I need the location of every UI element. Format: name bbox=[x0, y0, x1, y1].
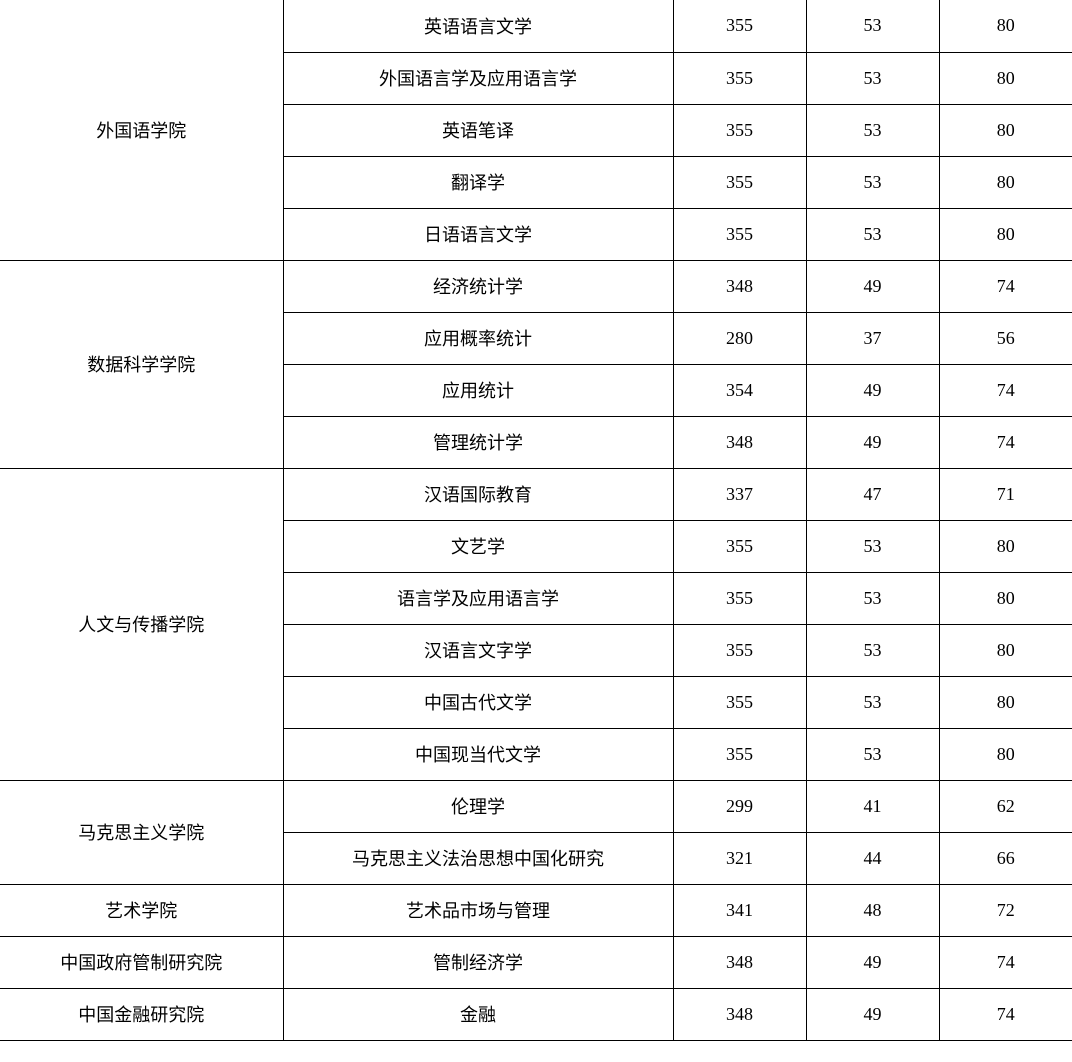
score2-cell: 37 bbox=[806, 312, 939, 364]
score3-cell: 71 bbox=[939, 468, 1072, 520]
score3-cell: 74 bbox=[939, 988, 1072, 1040]
school-cell: 艺术学院 bbox=[0, 884, 283, 936]
score2-cell: 53 bbox=[806, 728, 939, 780]
score1-cell: 355 bbox=[673, 156, 806, 208]
score2-cell: 53 bbox=[806, 52, 939, 104]
score1-cell: 355 bbox=[673, 676, 806, 728]
table-row: 人文与传播学院汉语国际教育3374771 bbox=[0, 468, 1072, 520]
score1-cell: 355 bbox=[673, 624, 806, 676]
major-cell: 伦理学 bbox=[283, 780, 673, 832]
table-row: 数据科学学院经济统计学3484974 bbox=[0, 260, 1072, 312]
score1-cell: 348 bbox=[673, 260, 806, 312]
score2-cell: 53 bbox=[806, 156, 939, 208]
major-cell: 应用概率统计 bbox=[283, 312, 673, 364]
score2-cell: 49 bbox=[806, 416, 939, 468]
school-cell: 马克思主义学院 bbox=[0, 780, 283, 884]
table-row: 中国金融研究院金融3484974 bbox=[0, 988, 1072, 1040]
score3-cell: 80 bbox=[939, 520, 1072, 572]
score2-cell: 53 bbox=[806, 208, 939, 260]
admission-scores-table: 外国语学院英语语言文学3555380外国语言学及应用语言学3555380英语笔译… bbox=[0, 0, 1072, 1041]
major-cell: 文艺学 bbox=[283, 520, 673, 572]
score3-cell: 80 bbox=[939, 572, 1072, 624]
score3-cell: 74 bbox=[939, 416, 1072, 468]
score2-cell: 49 bbox=[806, 364, 939, 416]
score2-cell: 53 bbox=[806, 520, 939, 572]
score3-cell: 56 bbox=[939, 312, 1072, 364]
score3-cell: 74 bbox=[939, 364, 1072, 416]
score3-cell: 80 bbox=[939, 728, 1072, 780]
score3-cell: 80 bbox=[939, 0, 1072, 52]
school-cell: 中国政府管制研究院 bbox=[0, 936, 283, 988]
score1-cell: 355 bbox=[673, 520, 806, 572]
score1-cell: 321 bbox=[673, 832, 806, 884]
score1-cell: 348 bbox=[673, 988, 806, 1040]
score1-cell: 341 bbox=[673, 884, 806, 936]
score1-cell: 355 bbox=[673, 0, 806, 52]
score1-cell: 337 bbox=[673, 468, 806, 520]
score3-cell: 66 bbox=[939, 832, 1072, 884]
score3-cell: 80 bbox=[939, 676, 1072, 728]
major-cell: 管理统计学 bbox=[283, 416, 673, 468]
major-cell: 中国现当代文学 bbox=[283, 728, 673, 780]
score3-cell: 74 bbox=[939, 936, 1072, 988]
major-cell: 马克思主义法治思想中国化研究 bbox=[283, 832, 673, 884]
table-row: 马克思主义学院伦理学2994162 bbox=[0, 780, 1072, 832]
score3-cell: 80 bbox=[939, 624, 1072, 676]
table-row: 中国政府管制研究院管制经济学3484974 bbox=[0, 936, 1072, 988]
score3-cell: 80 bbox=[939, 208, 1072, 260]
score1-cell: 348 bbox=[673, 936, 806, 988]
score3-cell: 80 bbox=[939, 52, 1072, 104]
school-cell: 外国语学院 bbox=[0, 0, 283, 260]
major-cell: 经济统计学 bbox=[283, 260, 673, 312]
table-row: 艺术学院艺术品市场与管理3414872 bbox=[0, 884, 1072, 936]
score2-cell: 53 bbox=[806, 624, 939, 676]
score2-cell: 49 bbox=[806, 260, 939, 312]
major-cell: 汉语言文字学 bbox=[283, 624, 673, 676]
school-cell: 数据科学学院 bbox=[0, 260, 283, 468]
table-body: 外国语学院英语语言文学3555380外国语言学及应用语言学3555380英语笔译… bbox=[0, 0, 1072, 1040]
school-cell: 人文与传播学院 bbox=[0, 468, 283, 780]
score3-cell: 74 bbox=[939, 260, 1072, 312]
major-cell: 外国语言学及应用语言学 bbox=[283, 52, 673, 104]
score2-cell: 53 bbox=[806, 676, 939, 728]
score3-cell: 80 bbox=[939, 104, 1072, 156]
score2-cell: 49 bbox=[806, 988, 939, 1040]
score1-cell: 299 bbox=[673, 780, 806, 832]
major-cell: 应用统计 bbox=[283, 364, 673, 416]
score2-cell: 47 bbox=[806, 468, 939, 520]
table-row: 外国语学院英语语言文学3555380 bbox=[0, 0, 1072, 52]
score2-cell: 41 bbox=[806, 780, 939, 832]
score1-cell: 355 bbox=[673, 52, 806, 104]
score2-cell: 44 bbox=[806, 832, 939, 884]
major-cell: 英语笔译 bbox=[283, 104, 673, 156]
score1-cell: 355 bbox=[673, 572, 806, 624]
score2-cell: 48 bbox=[806, 884, 939, 936]
score3-cell: 80 bbox=[939, 156, 1072, 208]
school-cell: 中国金融研究院 bbox=[0, 988, 283, 1040]
score3-cell: 62 bbox=[939, 780, 1072, 832]
major-cell: 英语语言文学 bbox=[283, 0, 673, 52]
score1-cell: 355 bbox=[673, 208, 806, 260]
score1-cell: 355 bbox=[673, 104, 806, 156]
major-cell: 日语语言文学 bbox=[283, 208, 673, 260]
score2-cell: 53 bbox=[806, 104, 939, 156]
major-cell: 中国古代文学 bbox=[283, 676, 673, 728]
major-cell: 语言学及应用语言学 bbox=[283, 572, 673, 624]
score1-cell: 355 bbox=[673, 728, 806, 780]
score2-cell: 53 bbox=[806, 0, 939, 52]
major-cell: 翻译学 bbox=[283, 156, 673, 208]
score1-cell: 348 bbox=[673, 416, 806, 468]
major-cell: 艺术品市场与管理 bbox=[283, 884, 673, 936]
score1-cell: 280 bbox=[673, 312, 806, 364]
major-cell: 管制经济学 bbox=[283, 936, 673, 988]
score1-cell: 354 bbox=[673, 364, 806, 416]
major-cell: 汉语国际教育 bbox=[283, 468, 673, 520]
major-cell: 金融 bbox=[283, 988, 673, 1040]
score3-cell: 72 bbox=[939, 884, 1072, 936]
score2-cell: 49 bbox=[806, 936, 939, 988]
score2-cell: 53 bbox=[806, 572, 939, 624]
